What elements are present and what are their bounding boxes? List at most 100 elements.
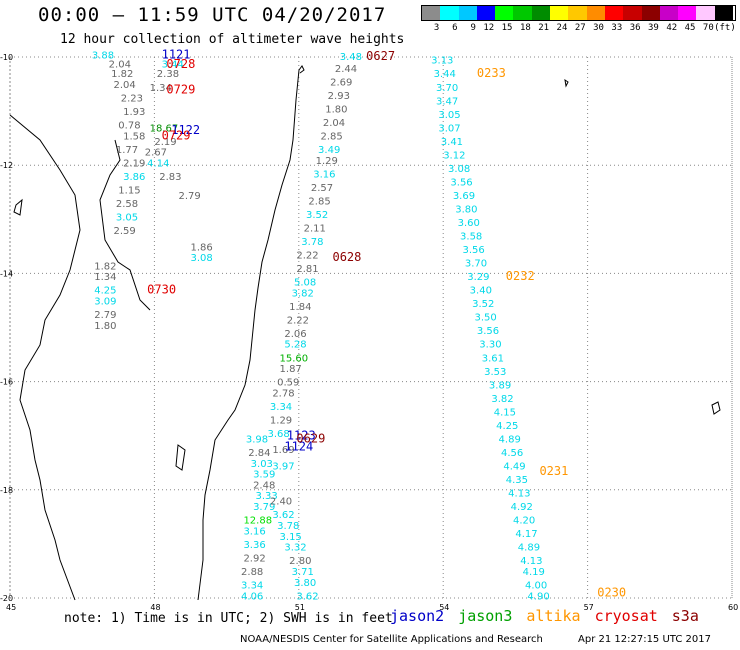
- pass-time-label: 1123: [287, 429, 316, 443]
- wave-height-value: 3.97: [272, 461, 294, 472]
- wave-height-value: 4.06: [241, 591, 263, 602]
- wave-height-value: 3.52: [472, 299, 494, 310]
- pass-time-label: 0627: [366, 49, 395, 63]
- wave-height-value: 4.15: [494, 407, 516, 418]
- wave-height-value: 3.12: [443, 150, 465, 161]
- wave-height-value: 4.25: [94, 286, 116, 297]
- wave-height-value: 4.89: [499, 434, 521, 445]
- wave-height-value: 5.28: [284, 340, 306, 351]
- mauritius-island: [711, 401, 721, 415]
- wave-height-value: 3.15: [280, 532, 302, 543]
- page-subtitle: 12 hour collection of altimeter wave hei…: [60, 32, 405, 47]
- wave-height-value: 2.44: [335, 64, 357, 75]
- wave-height-value: 3.44: [162, 59, 184, 70]
- wave-height-value: 1.58: [123, 131, 145, 142]
- satellite-tracks: 3.882.041.822.042.231.930.781.581.772.19…: [92, 47, 626, 602]
- wave-height-value: 2.84: [248, 448, 270, 459]
- wave-height-value: 3.49: [318, 145, 340, 156]
- wave-height-value: 4.90: [527, 591, 549, 602]
- wave-height-value: 1.84: [289, 302, 311, 313]
- wave-height-value: 4.00: [525, 580, 547, 591]
- pass-time-label: 0730: [147, 283, 176, 297]
- lat-tick-label: -12: [0, 161, 13, 170]
- wave-height-value: 3.98: [246, 434, 268, 445]
- wave-height-value: 2.85: [308, 196, 330, 207]
- wave-height-value: 2.04: [113, 80, 135, 91]
- wave-height-value: 2.92: [243, 553, 265, 564]
- legend-swatch: [604, 6, 624, 20]
- wave-height-value: 3.53: [484, 367, 506, 378]
- legend-threshold: 12: [483, 23, 495, 33]
- wave-height-value: 4.20: [513, 516, 535, 527]
- wave-height-value: 2.83: [159, 172, 181, 183]
- wave-height-value: 2.04: [323, 118, 345, 129]
- wave-height-value: 3.68: [268, 429, 290, 440]
- wave-height-value: 3.41: [441, 137, 463, 148]
- legend-threshold: 9: [470, 23, 476, 33]
- footnote: note: 1) Time is in UTC; 2) SWH is in fe…: [64, 611, 393, 626]
- wave-height-value: 2.80: [289, 556, 311, 567]
- satellite-legend-jason2: jason2: [390, 607, 445, 625]
- legend-swatch: [513, 6, 532, 20]
- color-legend: 3 6 9 12 15 18 21 24 27 30 33 36 39 42 45 70 (ft): [421, 5, 736, 33]
- wave-height-value: 2.88: [241, 567, 263, 578]
- satellite-legend-s3a: s3a: [671, 607, 699, 625]
- wave-height-value: 12.88: [243, 516, 272, 527]
- pass-time-label: 0231: [539, 464, 568, 478]
- wave-height-value: 4.35: [506, 475, 528, 486]
- legend-threshold: 45: [684, 23, 696, 33]
- wave-height-value: 1.29: [270, 415, 292, 426]
- wave-height-value: 1.86: [191, 242, 213, 253]
- wave-height-value: 3.62: [296, 591, 318, 602]
- wave-height-value: 3.86: [123, 172, 145, 183]
- legend-threshold: 3: [433, 23, 440, 33]
- wave-height-value: 2.79: [94, 310, 116, 321]
- wave-height-value: 1.82: [94, 261, 116, 272]
- lat-tick-label: -10: [0, 53, 13, 62]
- map-frame: [9, 56, 733, 599]
- legend-swatch: [714, 6, 734, 20]
- legend-swatch: [623, 6, 642, 20]
- wave-height-value: 3.80: [294, 578, 316, 589]
- wave-height-value: 2.58: [116, 199, 138, 210]
- wave-height-value: 2.40: [270, 497, 292, 508]
- wave-height-value: 3.82: [292, 288, 314, 299]
- legend-swatch: [531, 6, 551, 20]
- wave-height-value: 4.13: [508, 489, 530, 500]
- legend-color-bar: [421, 5, 736, 21]
- wave-height-value: 2.22: [296, 250, 318, 261]
- wave-height-value: 1.80: [325, 104, 347, 115]
- coastline: [9, 65, 721, 601]
- wave-height-value: 4.89: [518, 543, 540, 554]
- legend-swatch: [476, 6, 496, 20]
- wave-height-value: 1.80: [94, 321, 116, 332]
- pass-time-label: 0728: [166, 57, 195, 71]
- wave-height-value: 3.33: [255, 491, 277, 502]
- wave-height-value: 3.78: [277, 521, 299, 532]
- lat-tick-label: -18: [0, 486, 13, 495]
- wave-height-value: 4.17: [515, 529, 537, 540]
- wave-height-value: 15.60: [280, 353, 309, 364]
- wave-height-value: 2.59: [113, 226, 135, 237]
- legend-swatch: [678, 6, 697, 20]
- wave-height-value: 2.81: [296, 264, 318, 275]
- legend-labels: 3 6 9 12 15 18 21 24 27 30 33 36 39 42 45 70 (ft): [421, 23, 736, 33]
- legend-threshold: 18: [519, 23, 531, 33]
- wave-height-value: 3.88: [92, 50, 114, 61]
- wave-height-value: 2.93: [328, 91, 350, 102]
- wave-height-value: 4.56: [501, 448, 523, 459]
- wave-height-value: 0.78: [118, 121, 140, 132]
- wave-height-value: 3.62: [272, 510, 294, 521]
- wave-height-value: 2.67: [145, 148, 167, 159]
- lon-tick-label: 60: [728, 603, 738, 612]
- wave-height-value: 3.78: [301, 237, 323, 248]
- wave-height-value: 3.47: [436, 96, 458, 107]
- wave-height-value: 18.67: [150, 123, 179, 134]
- wave-height-value: 3.05: [116, 213, 138, 224]
- pass-time-label: 1121: [162, 47, 191, 61]
- wave-height-value: 3.69: [453, 191, 475, 202]
- legend-threshold: 27: [574, 23, 586, 33]
- wave-height-value: 3.71: [292, 567, 314, 578]
